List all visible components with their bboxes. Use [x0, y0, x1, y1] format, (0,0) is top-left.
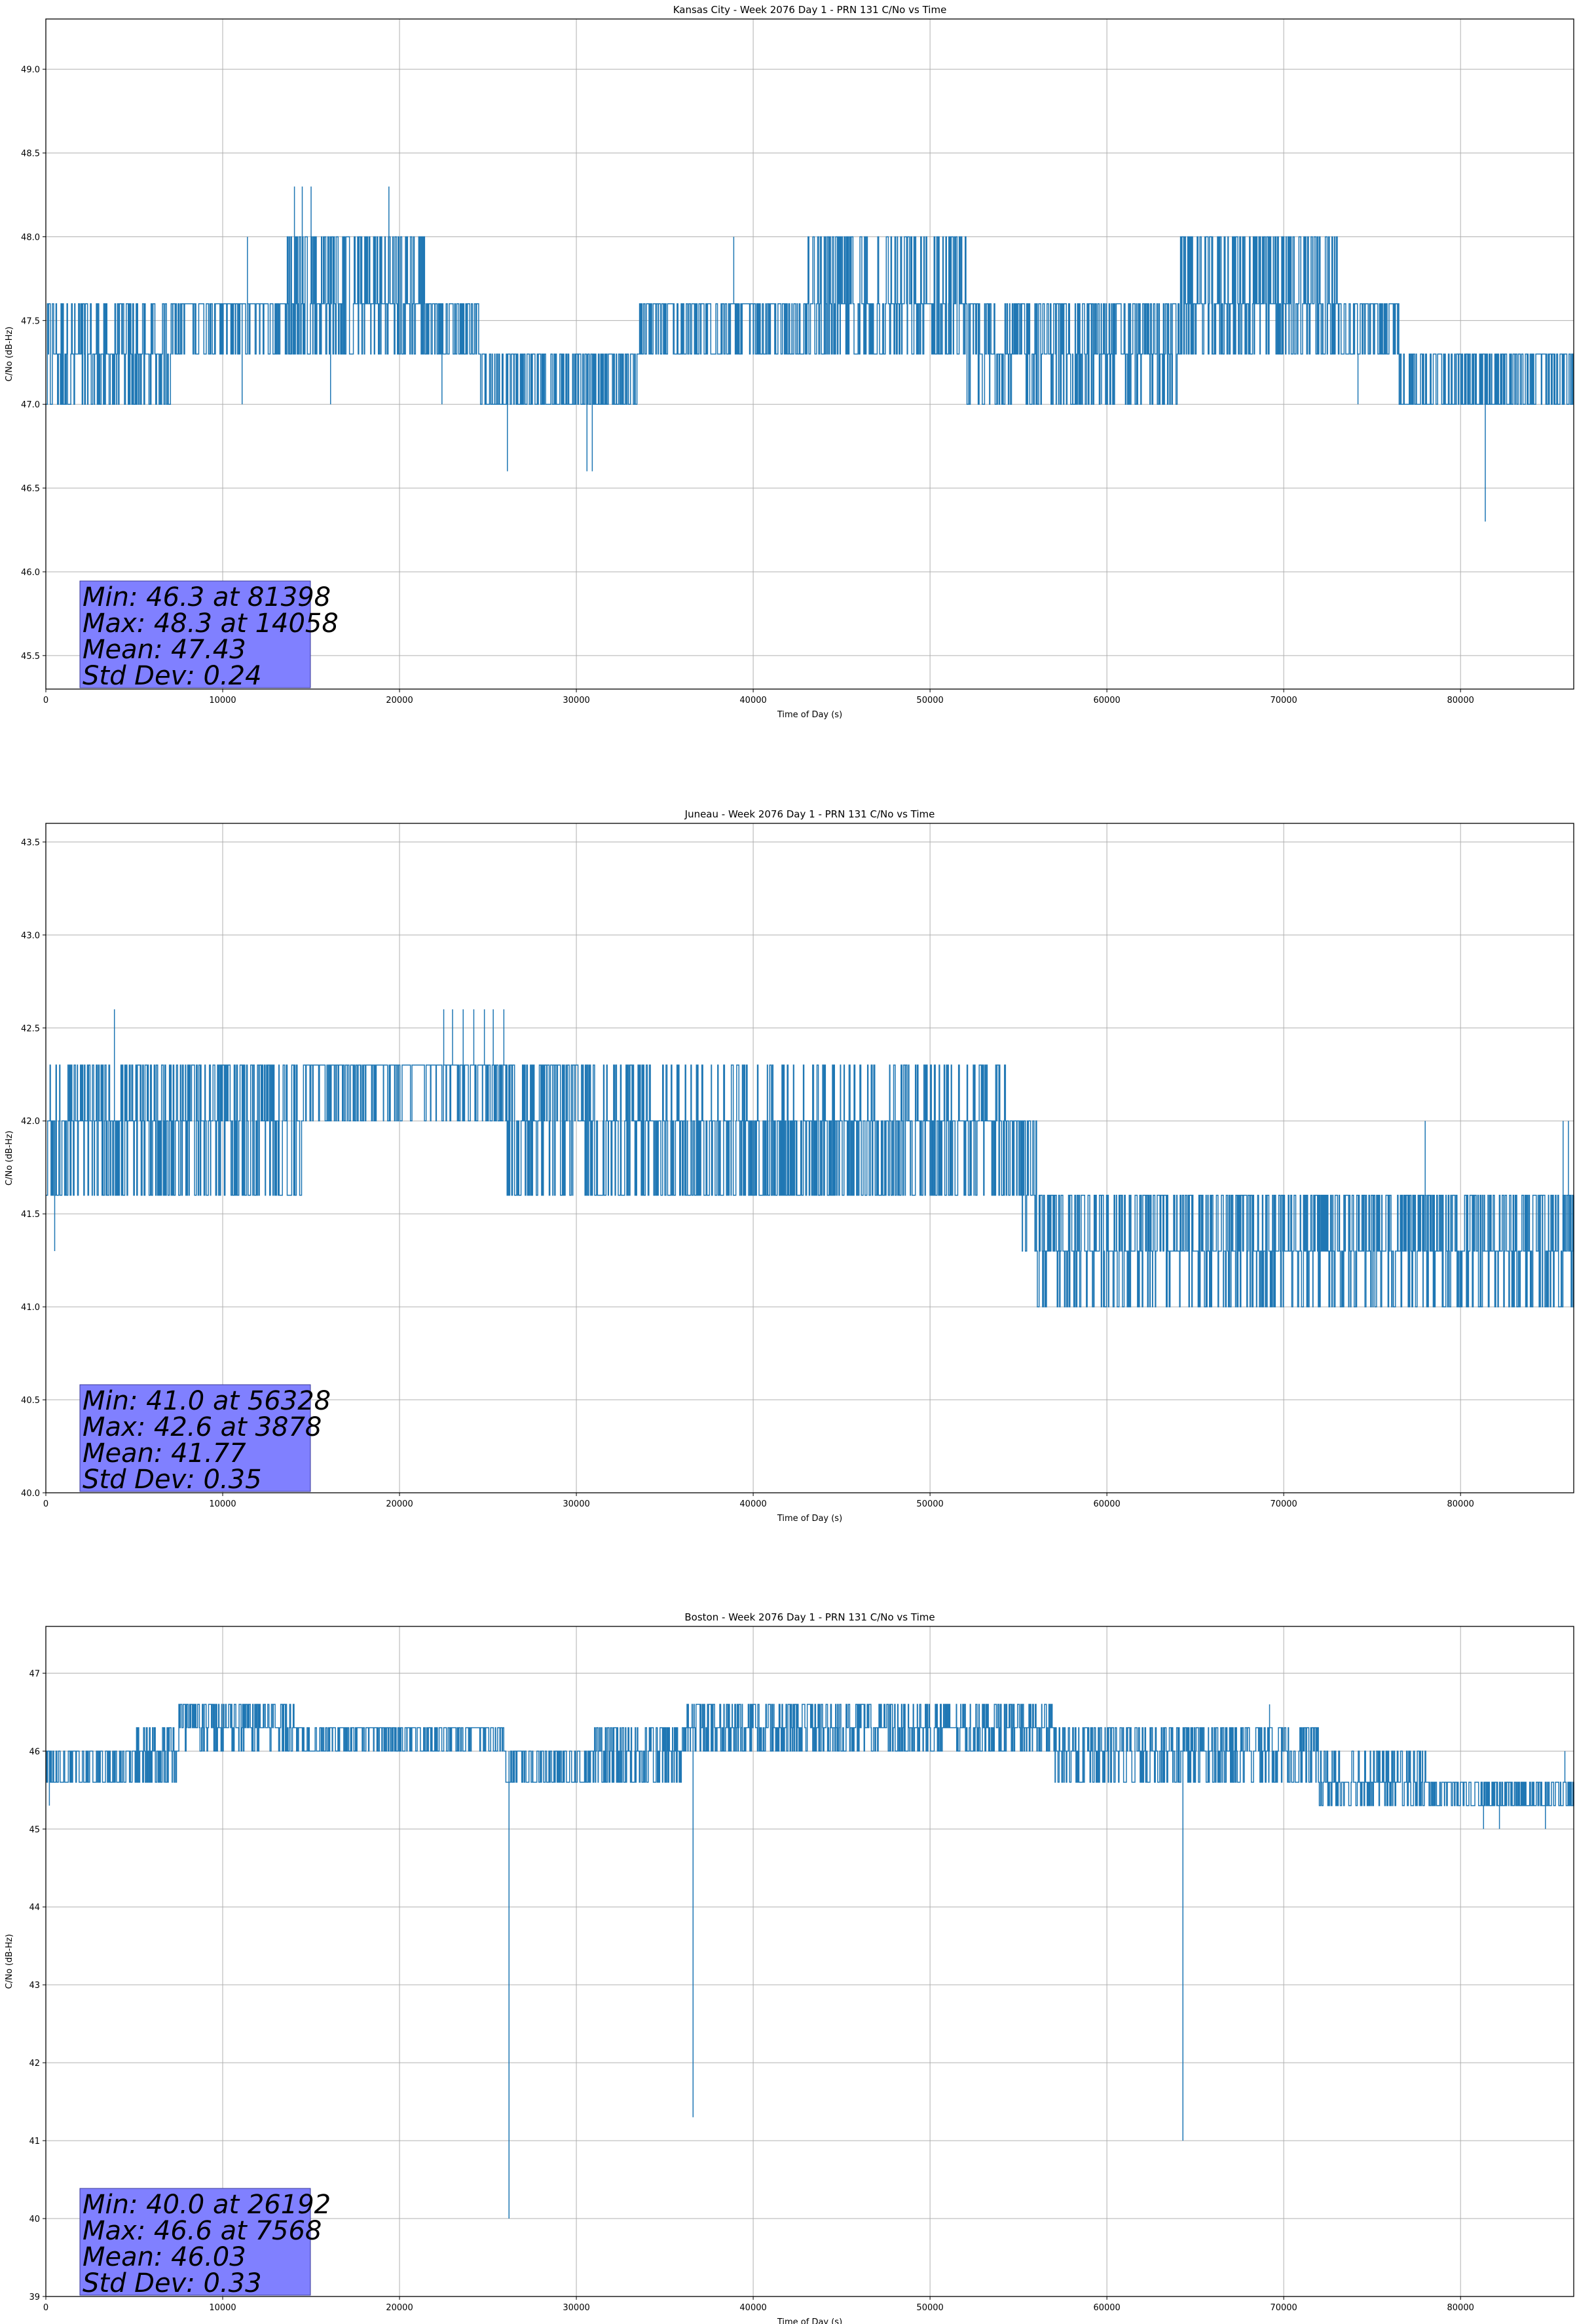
x-tick-label: 50000: [916, 696, 943, 705]
x-tick-label: 80000: [1447, 2303, 1474, 2313]
x-tick-label: 30000: [563, 2303, 589, 2313]
x-tick-label: 0: [43, 696, 48, 705]
x-tick-label: 60000: [1093, 1499, 1120, 1509]
stat-std: Std Dev: 0.24: [83, 661, 262, 691]
x-tick-label: 10000: [209, 2303, 236, 2313]
y-tick-label: 40.0: [21, 1489, 40, 1499]
y-tick-label: 42: [29, 2059, 40, 2069]
stat-mean: Mean: 41.77: [83, 1438, 246, 1469]
x-tick-label: 60000: [1093, 696, 1120, 705]
stat-min: Min: 40.0 at 26192: [83, 2190, 331, 2220]
y-tick-label: 42.0: [21, 1117, 40, 1127]
stat-std: Std Dev: 0.35: [83, 1465, 262, 1495]
y-tick-label: 45.5: [21, 652, 40, 662]
x-tick-label: 50000: [916, 2303, 943, 2313]
x-axis-label: Time of Day (s): [777, 710, 842, 720]
series-line: [46, 1704, 1574, 2219]
stat-mean: Mean: 47.43: [83, 635, 246, 665]
x-tick-label: 30000: [563, 1499, 589, 1509]
stat-max: Max: 46.6 at 7568: [83, 2216, 322, 2246]
y-tick-label: 41: [29, 2137, 40, 2146]
stat-mean: Mean: 46.03: [83, 2242, 246, 2272]
y-tick-label: 47.5: [21, 316, 40, 326]
x-tick-label: 70000: [1270, 2303, 1297, 2313]
chart-panel-3: Boston - Week 2076 Day 1 - PRN 131 C/No …: [5, 1611, 1574, 2324]
x-axis-label: Time of Day (s): [777, 1514, 842, 1524]
y-axis-label: C/No (dB-Hz): [5, 1934, 14, 1989]
stat-min: Min: 41.0 at 56328: [83, 1386, 331, 1416]
stat-max: Max: 42.6 at 3878: [83, 1412, 322, 1442]
chart-panel-1: Kansas City - Week 2076 Day 1 - PRN 131 …: [5, 4, 1574, 720]
x-tick-label: 40000: [739, 2303, 766, 2313]
chart-title: Juneau - Week 2076 Day 1 - PRN 131 C/No …: [684, 808, 935, 820]
x-tick-label: 80000: [1447, 1499, 1474, 1509]
x-tick-label: 50000: [916, 1499, 943, 1509]
x-tick-label: 40000: [739, 1499, 766, 1509]
stat-max: Max: 48.3 at 14058: [83, 609, 339, 639]
stats-box: [79, 1384, 311, 1492]
stat-min: Min: 46.3 at 81398: [83, 582, 331, 612]
chart-title: Kansas City - Week 2076 Day 1 - PRN 131 …: [673, 4, 947, 16]
x-tick-label: 20000: [386, 1499, 413, 1509]
x-tick-label: 60000: [1093, 2303, 1120, 2313]
stat-std: Std Dev: 0.33: [83, 2268, 262, 2298]
y-tick-label: 48.0: [21, 233, 40, 242]
x-tick-label: 40000: [739, 696, 766, 705]
x-tick-label: 20000: [386, 2303, 413, 2313]
y-tick-label: 49.0: [21, 66, 40, 75]
y-axis-label: C/No (dB-Hz): [5, 1131, 14, 1186]
y-axis-label: C/No (dB-Hz): [5, 327, 14, 382]
y-tick-label: 44: [29, 1903, 40, 1913]
x-tick-label: 80000: [1447, 696, 1474, 705]
y-tick-label: 40: [29, 2215, 40, 2224]
stats-box: [79, 2188, 311, 2296]
y-tick-label: 41.0: [21, 1303, 40, 1313]
x-tick-label: 70000: [1270, 696, 1297, 705]
x-tick-label: 70000: [1270, 1499, 1297, 1509]
x-tick-label: 10000: [209, 696, 236, 705]
series-line: [46, 186, 1574, 522]
y-tick-label: 43.0: [21, 931, 40, 941]
x-axis-label: Time of Day (s): [777, 2317, 842, 2324]
plot-frame: [45, 18, 1574, 690]
y-tick-label: 48.5: [21, 149, 40, 159]
x-tick-label: 30000: [563, 696, 589, 705]
series-line: [46, 1009, 1574, 1307]
stats-box: [79, 580, 311, 688]
x-tick-label: 20000: [386, 696, 413, 705]
y-tick-label: 42.5: [21, 1024, 40, 1034]
x-tick-label: 0: [43, 2303, 48, 2313]
y-tick-label: 47: [29, 1669, 40, 1679]
y-tick-label: 39: [29, 2293, 40, 2302]
y-tick-label: 43.5: [21, 838, 40, 848]
plot-frame: [45, 823, 1574, 1493]
y-tick-label: 46.5: [21, 484, 40, 494]
y-tick-label: 45: [29, 1825, 40, 1835]
y-tick-label: 40.5: [21, 1396, 40, 1406]
x-tick-label: 10000: [209, 1499, 236, 1509]
plot-frame: [45, 1626, 1574, 2297]
chart-title: Boston - Week 2076 Day 1 - PRN 131 C/No …: [684, 1611, 935, 1623]
y-tick-label: 47.0: [21, 400, 40, 410]
y-tick-label: 41.5: [21, 1210, 40, 1220]
y-tick-label: 46.0: [21, 568, 40, 578]
y-tick-label: 46: [29, 1747, 40, 1757]
chart-panel-2: Juneau - Week 2076 Day 1 - PRN 131 C/No …: [5, 808, 1574, 1524]
y-tick-label: 43: [29, 1981, 40, 1991]
x-tick-label: 0: [43, 1499, 48, 1509]
